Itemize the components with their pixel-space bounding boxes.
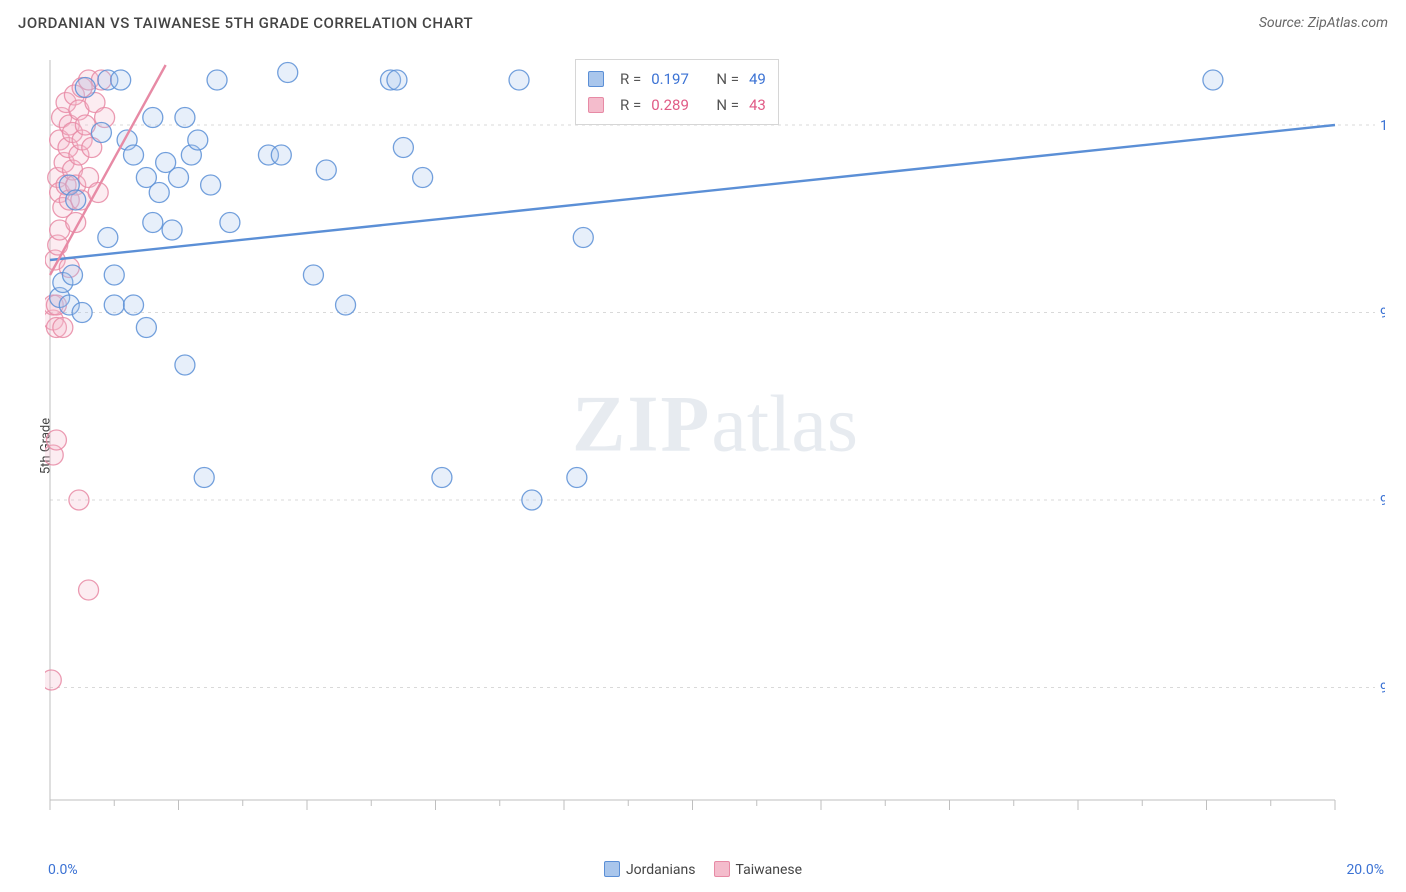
legend-item: Taiwanese bbox=[714, 861, 803, 878]
data-point bbox=[169, 168, 189, 188]
data-point bbox=[53, 318, 73, 338]
data-point bbox=[104, 265, 124, 285]
data-point bbox=[432, 468, 452, 488]
plot-area: ZIPatlas 92.5%95.0%97.5%100.0% bbox=[45, 55, 1385, 825]
data-point bbox=[567, 468, 587, 488]
stats-row: R =0.197 N =49 bbox=[588, 66, 766, 92]
data-point bbox=[278, 63, 298, 83]
data-point bbox=[303, 265, 323, 285]
data-point bbox=[62, 265, 82, 285]
data-point bbox=[393, 138, 413, 158]
trend-line bbox=[50, 125, 1335, 260]
data-point bbox=[175, 108, 195, 128]
data-point bbox=[194, 468, 214, 488]
data-point bbox=[72, 303, 92, 323]
chart-title: JORDANIAN VS TAIWANESE 5TH GRADE CORRELA… bbox=[18, 14, 473, 32]
data-point bbox=[91, 123, 111, 143]
data-point bbox=[387, 70, 407, 90]
y-tick-label: 100.0% bbox=[1380, 118, 1385, 134]
scatter-svg: 92.5% 95.0% 97.5% 100.0% bbox=[45, 55, 1385, 825]
data-point bbox=[143, 213, 163, 233]
data-point bbox=[175, 355, 195, 375]
data-point bbox=[79, 580, 99, 600]
data-point bbox=[104, 295, 124, 315]
series-swatch bbox=[714, 861, 730, 877]
data-point bbox=[162, 220, 182, 240]
y-tick-label: 95.0% bbox=[1380, 493, 1385, 509]
data-point bbox=[46, 430, 66, 450]
data-point bbox=[188, 130, 208, 150]
legend-label: Taiwanese bbox=[736, 862, 803, 878]
data-point bbox=[1203, 70, 1223, 90]
series-swatch bbox=[588, 97, 604, 113]
stats-row: R =0.289 N =43 bbox=[588, 92, 766, 118]
data-point bbox=[220, 213, 240, 233]
data-point bbox=[143, 108, 163, 128]
data-point bbox=[111, 70, 131, 90]
series-swatch bbox=[604, 861, 620, 877]
data-point bbox=[136, 318, 156, 338]
data-point bbox=[573, 228, 593, 248]
data-point bbox=[124, 145, 144, 165]
legend-label: Jordanians bbox=[626, 862, 696, 878]
data-point bbox=[75, 78, 95, 98]
data-point bbox=[98, 228, 118, 248]
data-point bbox=[66, 190, 86, 210]
data-point bbox=[69, 490, 89, 510]
data-point bbox=[201, 175, 221, 195]
legend-item: Jordanians bbox=[604, 861, 696, 878]
data-point bbox=[124, 295, 144, 315]
data-point bbox=[207, 70, 227, 90]
y-tick-label: 92.5% bbox=[1380, 681, 1385, 697]
series-swatch bbox=[588, 71, 604, 87]
data-point bbox=[316, 160, 336, 180]
chart-header: JORDANIAN VS TAIWANESE 5TH GRADE CORRELA… bbox=[0, 0, 1406, 42]
stats-legend-box: R =0.197 N =49R =0.289 N =43 bbox=[575, 59, 779, 125]
data-point bbox=[271, 145, 291, 165]
data-point bbox=[149, 183, 169, 203]
series-legend: Jordanians Taiwanese bbox=[0, 861, 1406, 878]
data-point bbox=[522, 490, 542, 510]
data-point bbox=[336, 295, 356, 315]
y-tick-label: 97.5% bbox=[1380, 306, 1385, 322]
data-point bbox=[509, 70, 529, 90]
chart-source: Source: ZipAtlas.com bbox=[1259, 15, 1388, 31]
data-point bbox=[413, 168, 433, 188]
data-point bbox=[45, 670, 61, 690]
